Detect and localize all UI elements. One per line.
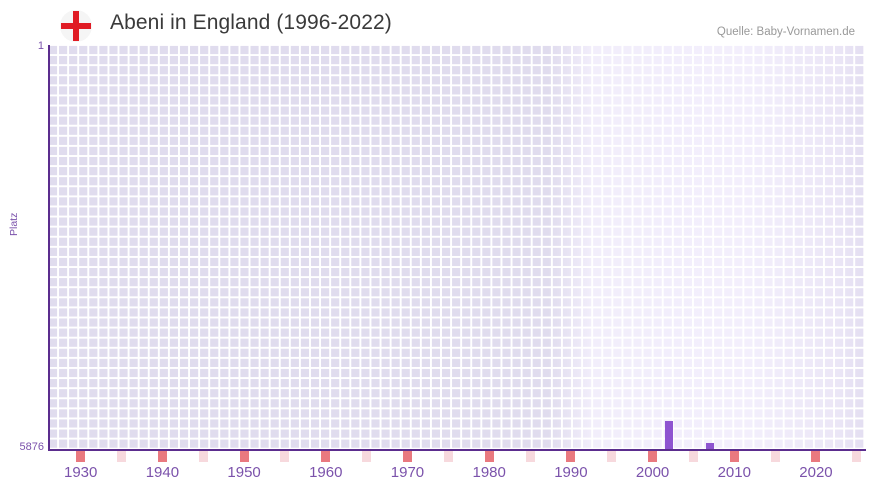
x-tick-mark-1945 <box>198 451 208 462</box>
source-attribution: Quelle: Baby-Vornamen.de <box>716 26 855 38</box>
x-tick-mark-1970 <box>402 451 412 462</box>
bar-2002 <box>665 421 674 449</box>
x-axis-label-2000: 2000 <box>635 464 670 481</box>
x-tick-mark-1990 <box>566 451 576 462</box>
x-axis-label-2010: 2010 <box>717 464 751 481</box>
y-axis-tick-top: 1 <box>37 40 44 52</box>
x-tick-mark-2005 <box>688 451 698 462</box>
x-axis-label-1990: 1990 <box>554 464 588 481</box>
x-tick-mark-2010 <box>729 451 739 462</box>
x-tick-mark-1960 <box>321 451 331 462</box>
x-axis-tick-labels: 1930 1940 1950 1960 1970 1980 1990 2000 2010 2020 <box>0 464 873 492</box>
x-tick-mark-1980 <box>484 451 494 462</box>
y-axis-line <box>48 45 50 451</box>
x-tick-mark-1995 <box>607 451 617 462</box>
x-tick-mark-1950 <box>239 451 249 462</box>
y-axis-tick-bottom: 5876 <box>19 441 44 453</box>
england-flag-icon <box>60 10 92 42</box>
x-tick-mark-1940 <box>157 451 167 462</box>
x-tick-mark-1955 <box>280 451 290 462</box>
x-tick-mark-2020 <box>811 451 821 462</box>
x-axis-label-1940: 1940 <box>145 464 180 481</box>
page-title: Abeni in England (1996-2022) <box>110 11 392 34</box>
bar-2007 <box>706 443 715 449</box>
x-tick-mark-1985 <box>525 451 535 462</box>
x-tick-mark-2025 <box>852 451 862 462</box>
x-tick-mark-1935 <box>117 451 127 462</box>
x-tick-mark-1975 <box>443 451 453 462</box>
x-axis-tick-marks <box>48 451 866 462</box>
x-axis-label-1960: 1960 <box>309 464 343 481</box>
x-axis-label-1950: 1950 <box>227 464 261 481</box>
x-axis-label-2020: 2020 <box>799 464 833 481</box>
chart-header: Abeni in England (1996-2022) Quelle: Bab… <box>0 0 873 44</box>
plot-gridlines <box>48 45 865 449</box>
x-tick-mark-1930 <box>76 451 86 462</box>
x-axis-label-1980: 1980 <box>472 464 506 481</box>
x-tick-mark-2000 <box>648 451 658 462</box>
x-axis-line <box>48 449 866 451</box>
england-flag-svg <box>60 10 92 42</box>
x-axis-label-1970: 1970 <box>390 464 425 481</box>
x-tick-mark-1965 <box>362 451 372 462</box>
x-axis-label-1930: 1930 <box>63 464 98 481</box>
y-axis-title: Platz <box>8 212 20 236</box>
plot-area <box>48 45 865 449</box>
x-tick-mark-2015 <box>770 451 780 462</box>
